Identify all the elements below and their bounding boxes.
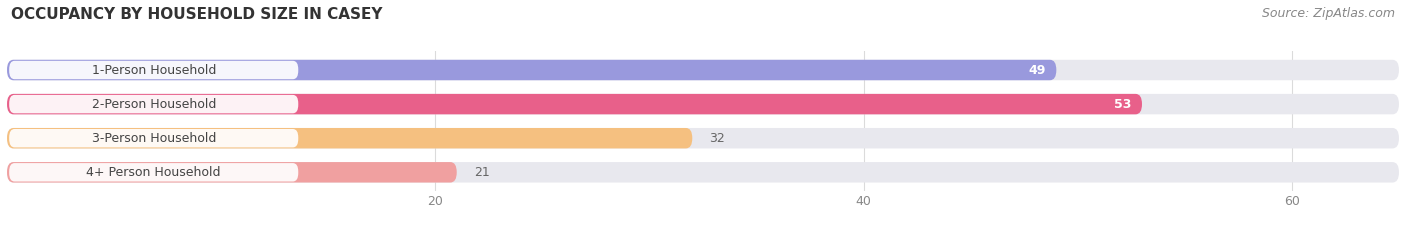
Text: 53: 53 (1114, 98, 1132, 111)
Text: 2-Person Household: 2-Person Household (91, 98, 217, 111)
Text: OCCUPANCY BY HOUSEHOLD SIZE IN CASEY: OCCUPANCY BY HOUSEHOLD SIZE IN CASEY (11, 7, 382, 22)
Text: 1-Person Household: 1-Person Household (91, 64, 217, 76)
FancyBboxPatch shape (10, 163, 298, 182)
FancyBboxPatch shape (10, 95, 298, 113)
Text: 32: 32 (710, 132, 725, 145)
FancyBboxPatch shape (7, 162, 457, 182)
Text: 21: 21 (474, 166, 489, 179)
FancyBboxPatch shape (7, 60, 1399, 80)
FancyBboxPatch shape (7, 162, 1399, 182)
FancyBboxPatch shape (10, 129, 298, 147)
FancyBboxPatch shape (7, 128, 1399, 148)
FancyBboxPatch shape (7, 94, 1399, 114)
FancyBboxPatch shape (7, 94, 1142, 114)
FancyBboxPatch shape (10, 61, 298, 79)
FancyBboxPatch shape (7, 60, 1056, 80)
Text: 4+ Person Household: 4+ Person Household (87, 166, 221, 179)
Text: 49: 49 (1028, 64, 1046, 76)
FancyBboxPatch shape (7, 128, 692, 148)
Text: Source: ZipAtlas.com: Source: ZipAtlas.com (1261, 7, 1395, 20)
Text: 3-Person Household: 3-Person Household (91, 132, 217, 145)
